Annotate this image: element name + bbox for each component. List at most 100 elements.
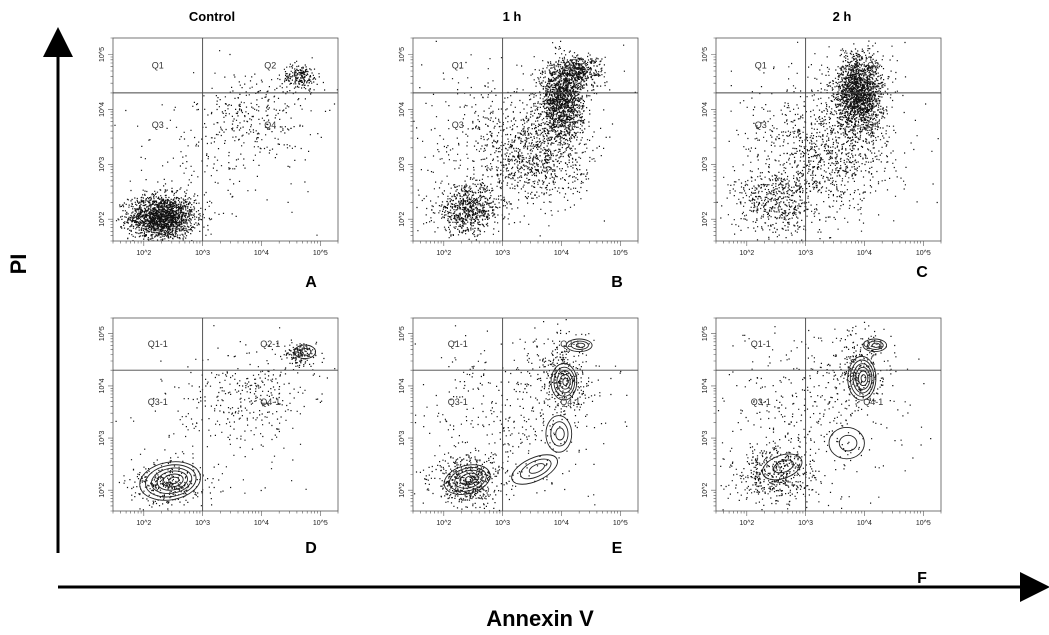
- y-tick-label: 10^4: [99, 102, 106, 117]
- x-axis-label: Annexin V: [486, 606, 594, 631]
- y-tick-label: 10^5: [99, 326, 106, 341]
- quadrant-label-q2: Q2-1: [863, 339, 883, 349]
- contour-line: [858, 370, 869, 387]
- panel-c: Q1 Q2 Q3 Q4 10^2 10^3 10^4 10^5 10^2 10^3 10^4 10^5…: [702, 37, 942, 281]
- x-tick-label: 10^3: [495, 520, 510, 527]
- x-tick-label: 10^5: [916, 520, 931, 527]
- event-dot-cloud: [414, 319, 628, 511]
- quadrant-label-q1: Q1: [452, 60, 464, 70]
- x-tick-label: 10^3: [798, 250, 813, 257]
- contour-line: [838, 434, 858, 452]
- y-tick-label: 10^4: [702, 102, 709, 117]
- panel-letter: D: [305, 540, 317, 557]
- contour-line: [139, 461, 201, 501]
- quadrant-label-q1: Q1-1: [448, 339, 468, 349]
- contour-line: [511, 454, 558, 485]
- plot-frame: [715, 317, 942, 512]
- event-dots: [414, 319, 628, 511]
- tick-marks: [108, 37, 339, 246]
- event-dots: [413, 40, 636, 241]
- x-tick-label: 10^5: [613, 520, 628, 527]
- quadrant-label-q4: Q4: [867, 120, 879, 130]
- x-tick-label: 10^4: [857, 250, 872, 257]
- y-tick-label: 10^4: [99, 378, 106, 393]
- x-tick-label: 10^3: [798, 520, 813, 527]
- contour-line: [828, 426, 865, 460]
- contour-line: [449, 467, 487, 492]
- contour-line: [867, 340, 884, 350]
- x-tick-label: 10^3: [195, 250, 210, 257]
- quadrant-label-q3: Q3-1: [448, 397, 468, 407]
- event-dots: [717, 321, 932, 511]
- contour-line: [852, 363, 873, 394]
- contour-line: [464, 475, 475, 483]
- y-tick-label: 10^3: [99, 157, 106, 172]
- contour-line: [556, 370, 573, 394]
- contour-line: [454, 469, 483, 489]
- quadrant-label-q3: Q3: [755, 120, 767, 130]
- panel-b: Q1 Q2 Q3 Q4 10^2 10^3 10^4 10^5 10^2 10^3 10^4 10^5…: [399, 37, 639, 291]
- quadrant-label-q3: Q3-1: [751, 397, 771, 407]
- contour-line: [553, 366, 576, 397]
- contour-line: [550, 421, 569, 447]
- contour-lines: [139, 344, 317, 501]
- contour-line: [528, 463, 545, 474]
- panel-letter: E: [612, 540, 623, 557]
- contour-line: [550, 363, 578, 401]
- panel-letter: C: [916, 264, 928, 281]
- x-tick-label: 10^4: [554, 250, 569, 257]
- contour-line: [168, 476, 180, 484]
- y-tick-label: 10^5: [702, 47, 709, 62]
- y-tick-label: 10^5: [99, 47, 106, 62]
- y-tick-label: 10^2: [399, 483, 406, 498]
- tick-marks: [108, 317, 339, 516]
- event-dots: [716, 40, 939, 241]
- contour-line: [300, 347, 312, 356]
- contour-line: [849, 359, 875, 398]
- panel-d: Q1-1 Q2-1 Q3-1 Q4-1 10^2 10^3 10^4 10^5 10^2 10^3…: [99, 317, 339, 557]
- tick-marks: [711, 37, 942, 246]
- event-dot-cloud: [413, 40, 636, 241]
- y-tick-label: 10^5: [399, 47, 406, 62]
- contour-line: [459, 472, 479, 486]
- panel-f: Q1-1 Q2-1 Q3-1 Q4-1 10^2 10^3 10^4 10^5 10^2 10^3…: [702, 317, 942, 587]
- quadrant-label-q2: Q2: [564, 60, 576, 70]
- panel-a: Q1 Q2 Q3 Q4 10^2 10^3 10^4 10^5 10^2 10^3 10^4 10^5…: [99, 37, 339, 291]
- contour-line: [555, 427, 565, 441]
- y-tick-label: 10^2: [702, 212, 709, 227]
- event-dot-cloud: [115, 325, 336, 511]
- quadrant-label-q1: Q1-1: [148, 339, 168, 349]
- plot-frame: [412, 317, 639, 512]
- x-tick-label: 10^5: [313, 250, 328, 257]
- x-tick-label: 10^2: [739, 250, 754, 257]
- panels: Q1 Q2 Q3 Q4 10^2 10^3 10^4 10^5 10^2 10^3 10^4 10^5…: [99, 37, 942, 587]
- quadrant-label-q3: Q3: [452, 120, 464, 130]
- x-tick-label: 10^3: [195, 520, 210, 527]
- axis-ticks: 10^2 10^3 10^4 10^5 10^2 10^3 10^4 10^5: [702, 317, 942, 527]
- x-tick-label: 10^2: [436, 520, 451, 527]
- event-dots: [114, 50, 338, 241]
- panel-e: Q1-1 Q2-1 Q3-1 Q4-1 10^2 10^3 10^4 10^5 10^2 10^3…: [399, 317, 639, 557]
- contour-line: [862, 338, 888, 353]
- axis-ticks: 10^2 10^3 10^4 10^5 10^2 10^3 10^4 10^5: [702, 37, 942, 257]
- y-tick-label: 10^2: [99, 212, 106, 227]
- axis-ticks: 10^2 10^3 10^4 10^5 10^2 10^3 10^4 10^5: [399, 37, 639, 257]
- y-tick-label: 10^4: [702, 378, 709, 393]
- contour-line: [520, 458, 552, 480]
- column-title-control: Control: [189, 9, 235, 24]
- y-tick-label: 10^4: [399, 378, 406, 393]
- contour-line: [145, 464, 197, 498]
- contour-line: [570, 340, 589, 350]
- contour-lines: [761, 338, 888, 481]
- tick-marks: [408, 37, 639, 246]
- x-tick-label: 10^2: [136, 250, 151, 257]
- quadrant-label-q2: Q2-1: [560, 339, 580, 349]
- contour-line: [855, 366, 871, 390]
- tick-marks: [711, 317, 942, 516]
- y-tick-label: 10^3: [399, 157, 406, 172]
- plot-frame: [715, 37, 942, 242]
- y-tick-label: 10^2: [399, 212, 406, 227]
- x-tick-label: 10^4: [254, 520, 269, 527]
- event-dots: [115, 325, 336, 511]
